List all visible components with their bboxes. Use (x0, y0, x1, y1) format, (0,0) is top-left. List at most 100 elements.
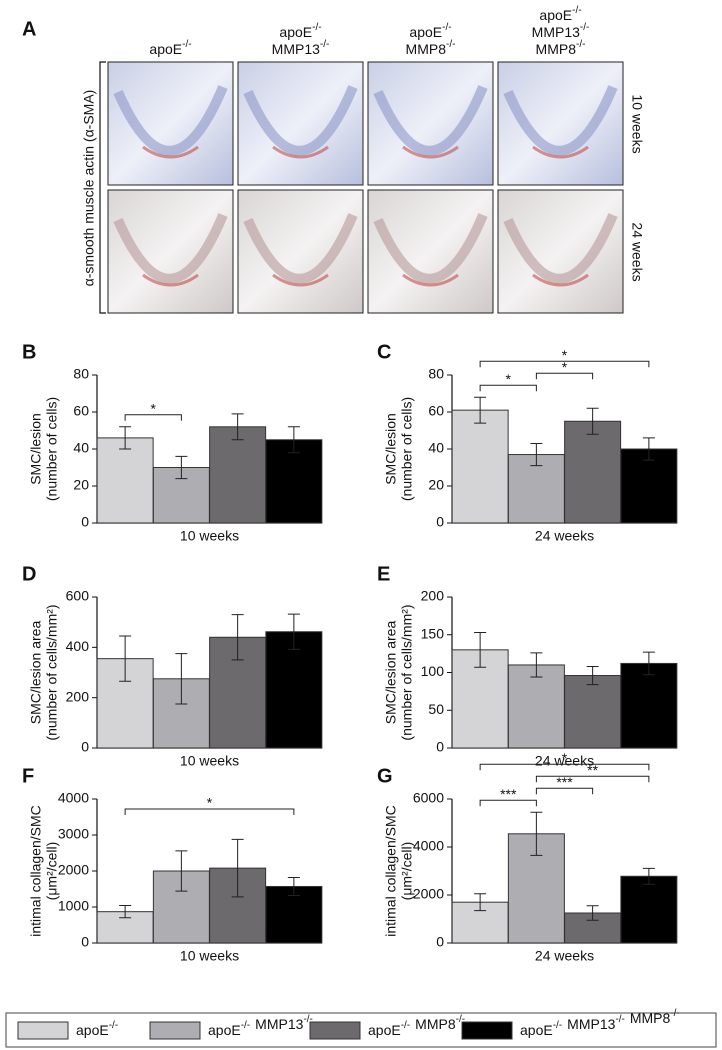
y-tick-label: 4000 (413, 838, 444, 854)
y-tick-label: 0 (81, 934, 89, 950)
significance-label: * (562, 347, 568, 363)
y-label: α-smooth muscle actin (α-SMA) (81, 90, 97, 287)
column-label: MMP8-/- (406, 39, 456, 57)
error-bar (119, 426, 132, 450)
error-bar (474, 396, 487, 424)
bar (451, 409, 509, 524)
y-tick-label: 400 (66, 638, 90, 654)
bar (507, 664, 565, 749)
significance-bracket (124, 808, 295, 815)
bar (620, 875, 678, 944)
error-bar (642, 437, 655, 461)
significance-bracket (535, 775, 650, 783)
error-bar (642, 867, 655, 885)
significance-label: ** (587, 762, 598, 778)
panel-letter: D (22, 563, 36, 585)
error-bar (119, 905, 132, 919)
row-label: 24 weeks (629, 222, 645, 281)
y-label: (number of cells/mm²) (44, 604, 60, 740)
legend-label: apoE-/- MMP13-/- (208, 1014, 313, 1038)
y-label: (μm²/cell) (44, 842, 60, 901)
superscript: -/- (553, 1020, 562, 1031)
legend-swatch (461, 1021, 513, 1040)
error-bar (175, 455, 188, 480)
significance-bracket (479, 384, 537, 392)
error-bar (586, 905, 599, 921)
label-text: apoE (149, 41, 182, 57)
x-label: 10 weeks (180, 528, 239, 544)
legend-swatch (17, 1021, 69, 1040)
stain (402, 273, 459, 287)
panel-letter: E (377, 563, 390, 585)
x-label: 10 weeks (180, 753, 239, 769)
y-tick-label: 1000 (58, 898, 89, 914)
significance-bracket (535, 372, 594, 380)
column-label: apoE-/- (409, 22, 451, 40)
significance-label: * (562, 359, 568, 375)
y-tick-label: 20 (73, 477, 89, 493)
y-tick-label: 20 (428, 477, 444, 493)
y-tick-label: 60 (73, 403, 89, 419)
y-tick-label: 0 (436, 739, 444, 755)
label-text: MMP8 (536, 41, 577, 57)
legend-swatch (149, 1021, 201, 1040)
bar (265, 439, 323, 524)
column-label: MMP8-/- (536, 39, 586, 57)
panel-letter: C (377, 341, 391, 363)
superscript: -/- (312, 22, 321, 33)
y-label: (number of cells/mm²) (399, 604, 415, 740)
label-text: MMP13 (255, 1016, 303, 1032)
error-bar (586, 665, 599, 686)
error-bar (287, 876, 300, 896)
error-bar (175, 850, 188, 892)
label-text: apoE (279, 24, 312, 40)
bar (564, 675, 622, 749)
y-tick-label: 100 (421, 663, 445, 679)
bar (96, 437, 154, 524)
significance-bracket (479, 799, 537, 807)
label-text: apoE (368, 1022, 401, 1038)
tissue (113, 213, 228, 284)
label-text: apoE (409, 24, 442, 40)
y-tick-label: 150 (421, 625, 445, 641)
micrograph (107, 189, 234, 314)
label-text: apoE (76, 1022, 109, 1038)
panel-letter: A (22, 18, 36, 40)
y-tick-label: 4000 (58, 790, 89, 806)
superscript: -/- (442, 22, 451, 33)
panel-letter: G (377, 765, 393, 787)
error-bar (586, 407, 599, 435)
y-tick-label: 40 (73, 440, 89, 456)
y-label: (number of cells) (399, 397, 415, 501)
significance-bracket (479, 360, 650, 368)
superscript: -/- (572, 5, 581, 16)
error-bar (231, 413, 244, 441)
bar (564, 420, 622, 524)
superscript: -/- (182, 39, 191, 50)
tissue (373, 213, 488, 284)
label-text: apoE (539, 7, 572, 23)
superscript: -/- (446, 39, 455, 50)
y-label: SMC/lesion area (28, 621, 44, 725)
tissue (503, 213, 618, 284)
bar (209, 426, 267, 524)
row-label: 10 weeks (629, 94, 645, 153)
micrograph (237, 189, 364, 314)
superscript: -/- (303, 1014, 312, 1025)
error-bar (530, 811, 543, 856)
column-label: apoE-/- (279, 22, 321, 40)
superscript: -/- (456, 1014, 465, 1025)
label-text: apoE (208, 1022, 241, 1038)
label-text: MMP8 (406, 41, 447, 57)
superscript: -/- (670, 1008, 679, 1019)
y-tick-label: 0 (436, 514, 444, 530)
error-bar (474, 631, 487, 668)
tissue (503, 85, 618, 156)
micrograph (367, 189, 494, 314)
stain (142, 145, 199, 159)
bar (620, 662, 678, 749)
superscript: -/- (109, 1020, 118, 1031)
superscript: -/- (580, 22, 589, 33)
error-bar (287, 613, 300, 650)
significance-label: *** (500, 786, 517, 802)
